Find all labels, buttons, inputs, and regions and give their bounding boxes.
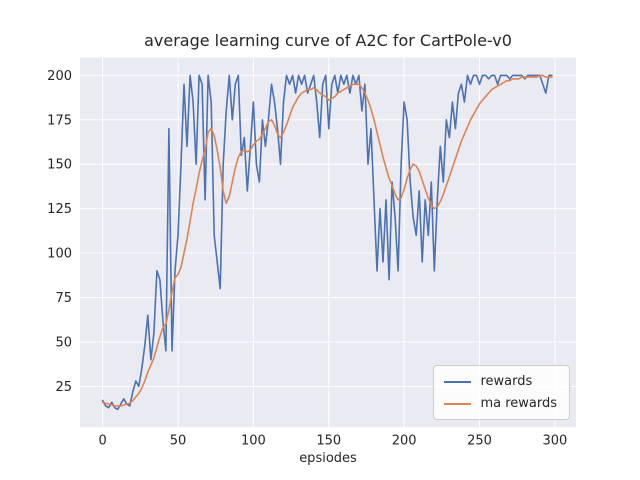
x-tick-label: 300 <box>542 434 567 449</box>
x-axis-label: epsiodes <box>299 451 357 466</box>
legend-label-ma-rewards: ma rewards <box>480 396 557 411</box>
ma-rewards-line-swatch <box>444 402 472 405</box>
x-tick-label: 50 <box>170 434 187 449</box>
rewards-line-swatch <box>444 380 472 383</box>
legend-entry-ma-rewards: ma rewards <box>444 396 557 411</box>
y-tick-label: 50 <box>55 335 72 350</box>
x-tick-label: 100 <box>241 434 266 449</box>
y-tick-label: 75 <box>55 291 72 306</box>
series-line-ma-rewards <box>101 74 553 407</box>
y-tick-label: 175 <box>47 113 72 128</box>
x-tick-label: 150 <box>316 434 341 449</box>
legend-entry-rewards: rewards <box>444 374 557 389</box>
legend: rewards ma rewards <box>433 365 570 420</box>
chart-title: average learning curve of A2C for CartPo… <box>144 31 512 50</box>
y-tick-label: 25 <box>55 380 72 395</box>
legend-label-rewards: rewards <box>480 374 533 389</box>
series-line-rewards <box>101 74 553 411</box>
y-tick-label: 150 <box>47 158 72 173</box>
x-tick-label: 250 <box>467 434 492 449</box>
y-tick-label: 100 <box>47 247 72 262</box>
y-tick-label: 125 <box>47 202 72 217</box>
x-tick-label: 200 <box>392 434 417 449</box>
x-tick-label: 0 <box>98 434 106 449</box>
y-tick-label: 200 <box>47 69 72 84</box>
